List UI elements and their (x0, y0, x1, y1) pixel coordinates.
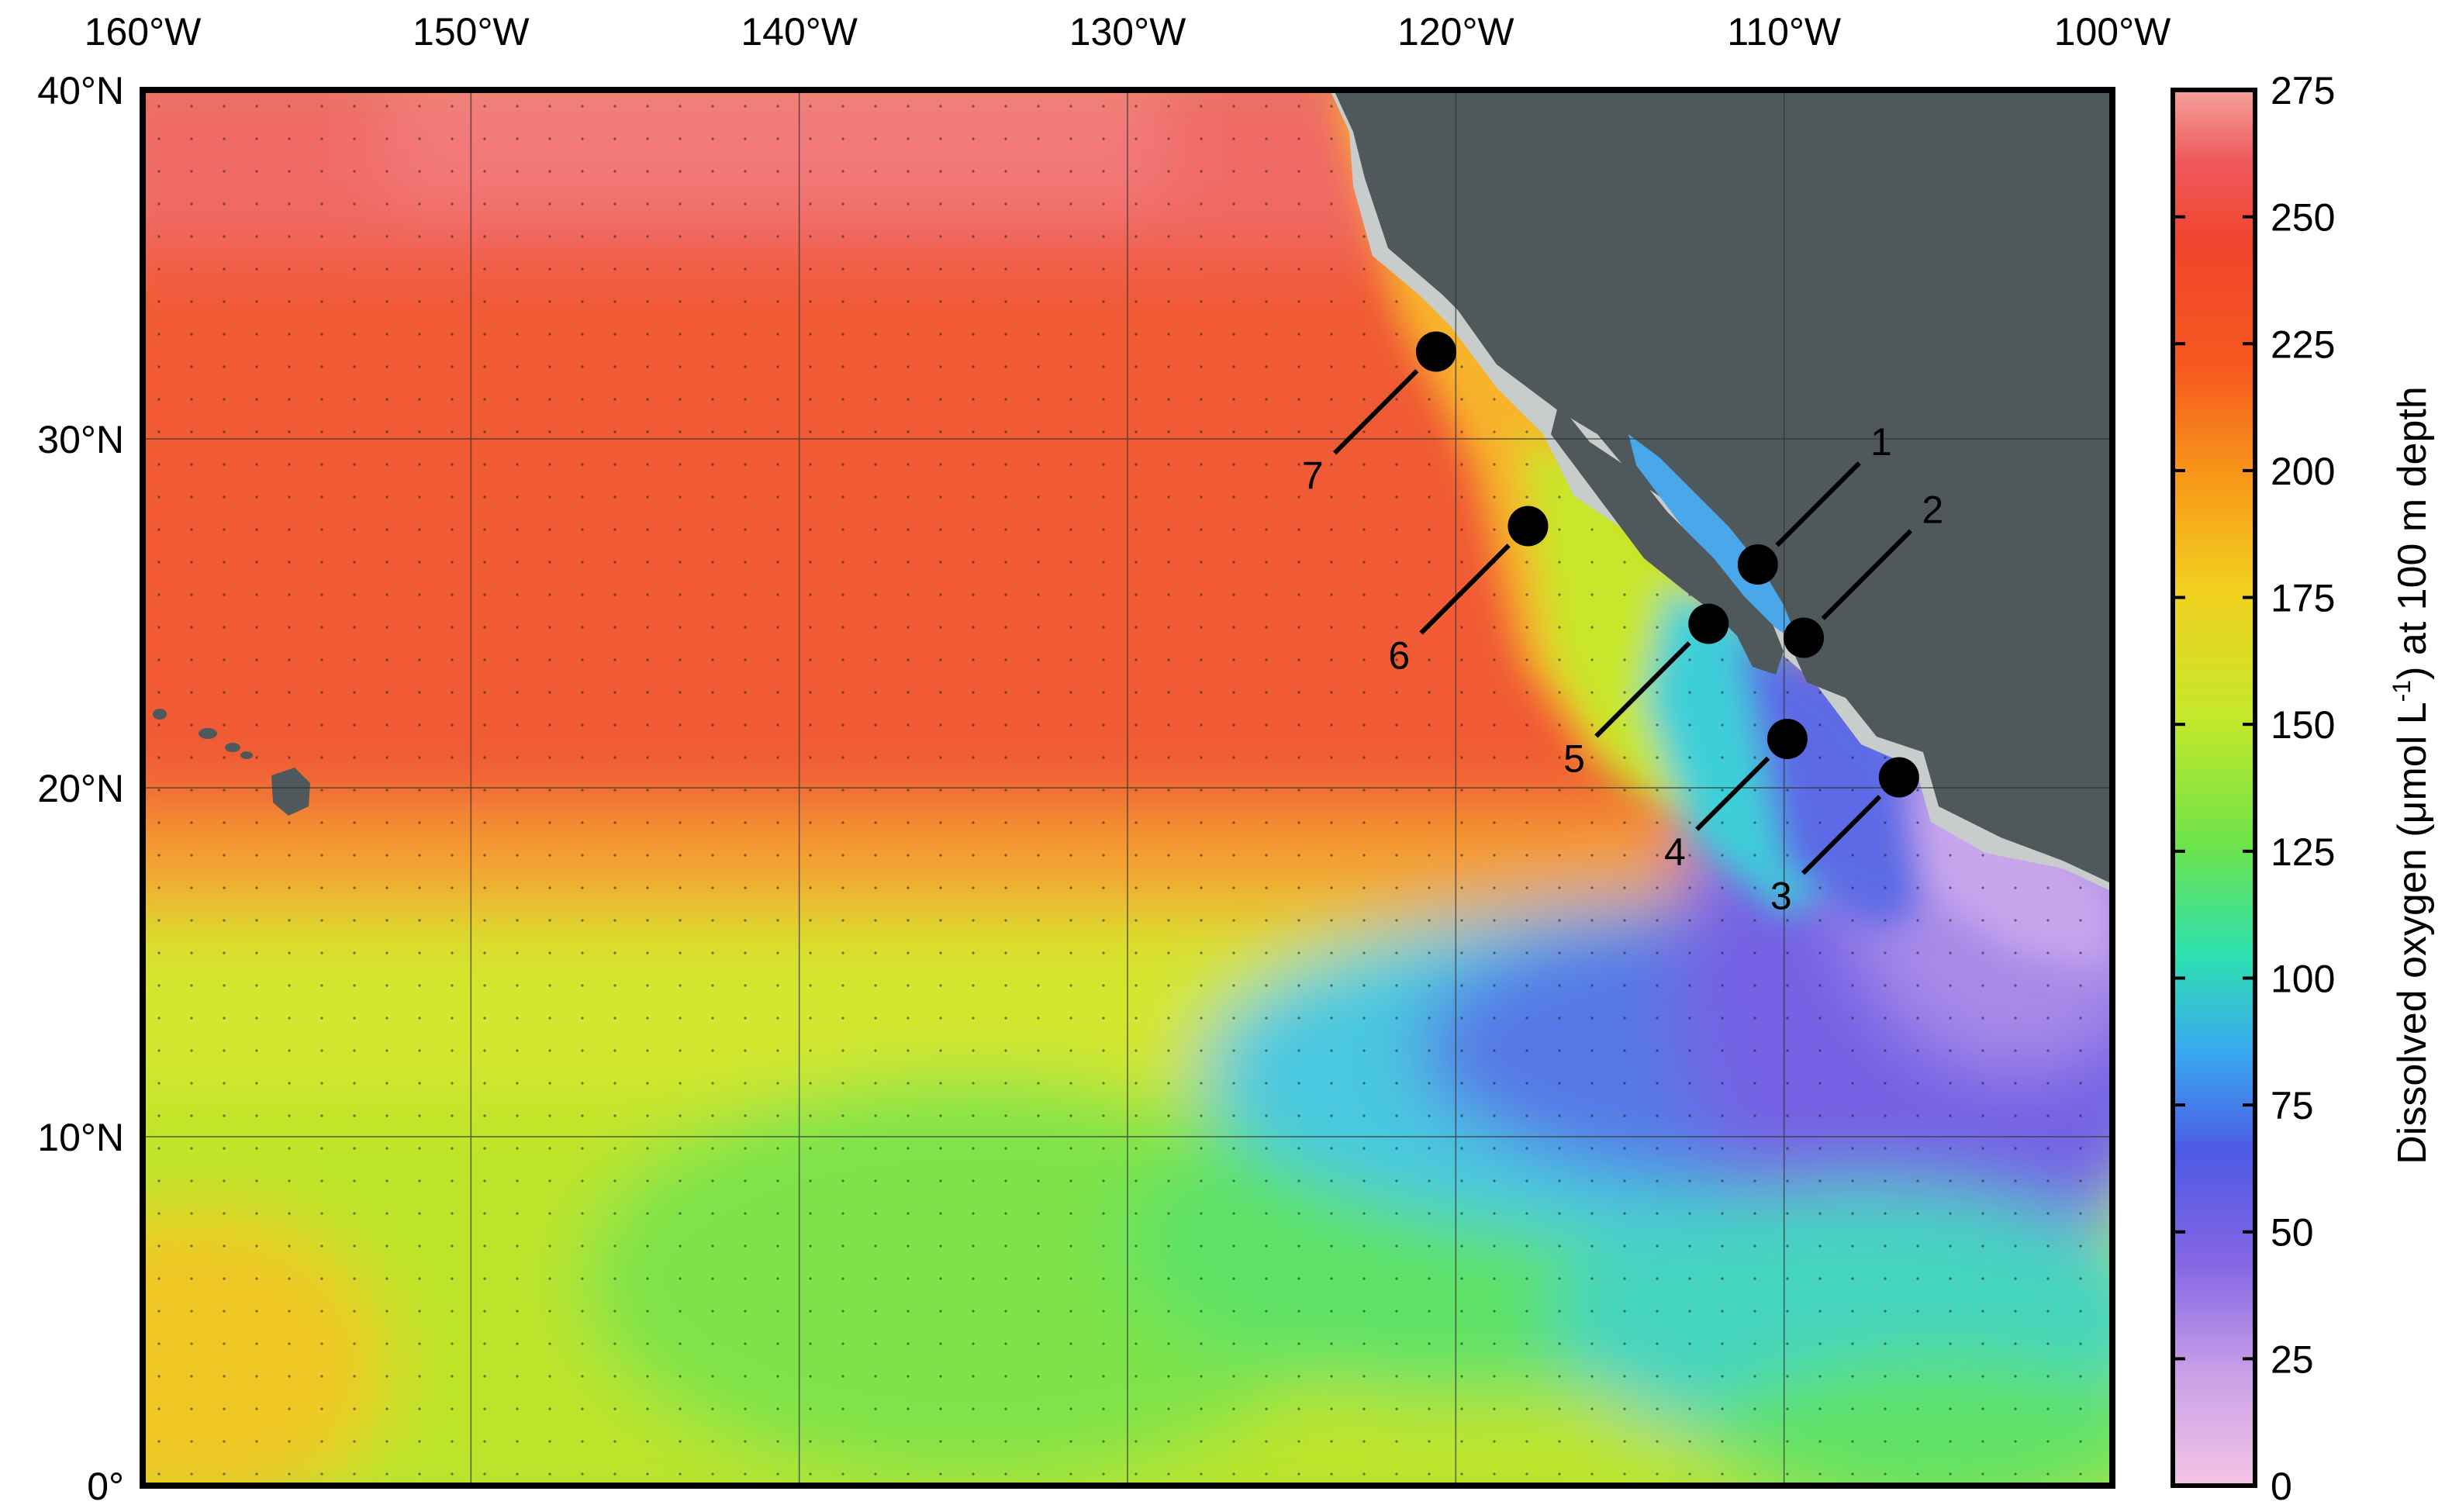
colorbar-tick-label: 175 (2271, 577, 2335, 620)
station-leader-line (1332, 369, 1419, 455)
station-leader-line (1695, 756, 1770, 831)
longitude-label: 100°W (2054, 10, 2171, 54)
colorbar-title: Dissolved oxygen (μmol L-1) at 100 m dep… (2388, 386, 2435, 1165)
station-marker (1507, 506, 1549, 547)
station-markers: 12 3 4 5 6 7 (1302, 331, 1943, 918)
map-frame (140, 87, 2115, 1489)
graticule (143, 90, 2112, 1486)
colorbar-tick-label: 200 (2271, 450, 2335, 493)
colorbar-tick-label: 275 (2271, 69, 2335, 112)
longitude-label: 140°W (741, 10, 858, 54)
station-marker (1737, 544, 1778, 585)
latitude-label: 20°N (37, 767, 124, 810)
station-leader-line (1775, 461, 1861, 547)
colorbar-title-main: Dissolved oxygen (μmol L (2390, 702, 2435, 1164)
colorbar-tick-label: 125 (2271, 830, 2335, 874)
latitude-labels: 40°N 30°N 20°N 10°N 0° (37, 69, 124, 1508)
colorbar-tick-label: 250 (2271, 196, 2335, 240)
station-label: 7 (1302, 454, 1324, 498)
station-label: 5 (1563, 737, 1585, 781)
oxygen-field (143, 90, 2112, 1486)
colorbar-tick-label: 75 (2271, 1084, 2314, 1127)
land-mass (1334, 90, 2112, 884)
station-leader-line (1594, 641, 1691, 738)
longitude-label: 110°W (1727, 10, 1842, 54)
colorbar-tick-label: 150 (2271, 703, 2335, 747)
hawaiian-islands (153, 709, 310, 816)
baja-peninsula (1551, 403, 1784, 675)
station-leader-line (1821, 529, 1913, 620)
gulf-of-california (1628, 434, 1799, 644)
colorbar-tick-label: 225 (2271, 323, 2335, 366)
station-marker (1784, 617, 1825, 658)
station-label: 2 (1922, 488, 1943, 531)
station-label: 1 (1870, 420, 1892, 464)
colorbar-tick-label: 25 (2271, 1338, 2314, 1381)
longitude-label: 120°W (1397, 10, 1514, 54)
station-leader-line (1419, 544, 1511, 635)
latitude-label: 0° (87, 1465, 124, 1508)
station-leader-line (1801, 795, 1882, 875)
latitude-label: 30°N (37, 418, 124, 461)
colorbar-tick-label: 50 (2271, 1211, 2314, 1255)
station-marker (1766, 719, 1808, 759)
colorbar-tick-label: 100 (2271, 957, 2335, 1000)
colorbar-title-end: ) at 100 m depth (2390, 386, 2435, 680)
latitude-label: 10°N (37, 1116, 124, 1159)
station-label: 3 (1770, 875, 1792, 918)
latitude-label: 40°N (37, 69, 124, 112)
longitude-labels: 160°W 150°W 140°W 130°W 120°W 110°W 100°W (85, 10, 2171, 54)
longitude-label: 160°W (85, 10, 202, 54)
colorbar-title-superscript: -1 (2388, 680, 2416, 702)
station-label: 6 (1388, 634, 1410, 678)
longitude-label: 130°W (1069, 10, 1186, 54)
longitude-label: 150°W (413, 10, 530, 54)
station-marker (1688, 603, 1729, 644)
station-marker (1415, 331, 1456, 372)
colorbar-gradient (2171, 88, 2257, 1488)
station-label: 4 (1664, 830, 1686, 874)
colorbar-tick-label: 0 (2271, 1465, 2292, 1508)
station-marker (1878, 757, 1919, 798)
